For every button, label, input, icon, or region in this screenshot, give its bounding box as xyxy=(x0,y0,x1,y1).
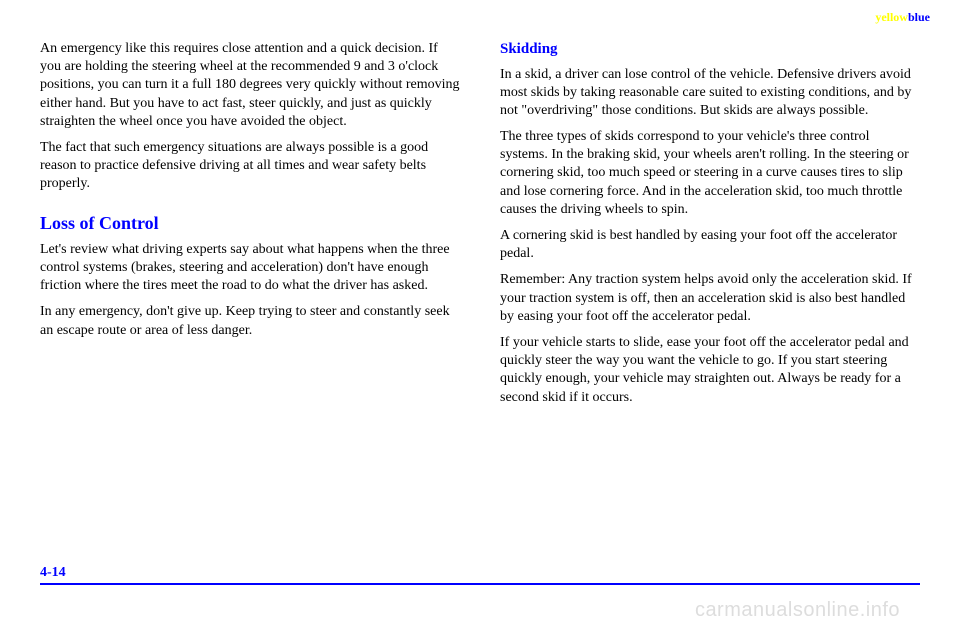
right-p2: The three types of skids correspond to y… xyxy=(500,128,920,219)
left-p4: In any emergency, don't give up. Keep tr… xyxy=(40,303,460,339)
right-p5: If your vehicle starts to slide, ease yo… xyxy=(500,334,920,407)
skidding-heading: Skidding xyxy=(500,40,920,60)
loss-of-control-heading: Loss of Control xyxy=(40,212,460,235)
page-number: 4-14 xyxy=(40,565,66,580)
left-p2: The fact that such emergency situations … xyxy=(40,139,460,194)
right-p1: In a skid, a driver can lose control of … xyxy=(500,66,920,121)
footer-line xyxy=(40,583,920,585)
right-column: Skidding In a skid, a driver can lose co… xyxy=(500,40,920,570)
left-column: An emergency like this requires close at… xyxy=(40,40,460,570)
watermark: carmanualsonline.info xyxy=(695,599,900,622)
header-marks: yellowblue xyxy=(875,10,930,25)
header-yellow-text: yellow xyxy=(875,10,908,24)
page-content: An emergency like this requires close at… xyxy=(0,0,960,570)
left-p3: Let's review what driving experts say ab… xyxy=(40,241,460,296)
header-blue-text: blue xyxy=(908,10,930,24)
right-p3: A cornering skid is best handled by easi… xyxy=(500,227,920,263)
left-p1: An emergency like this requires close at… xyxy=(40,40,460,131)
page-footer: 4-14 xyxy=(40,563,920,585)
right-p4: Remember: Any traction system helps avoi… xyxy=(500,271,920,326)
